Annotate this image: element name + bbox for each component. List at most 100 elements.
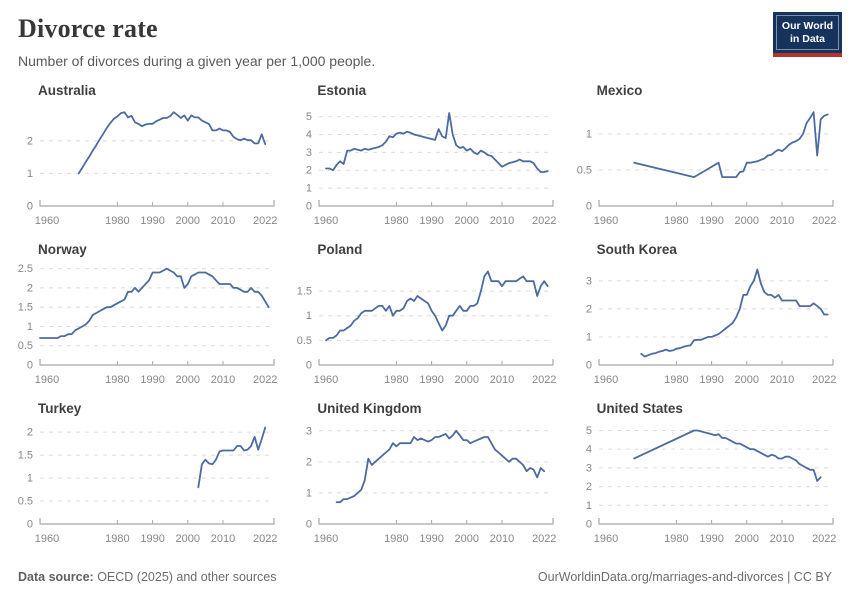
svg-text:1960: 1960 (314, 374, 338, 386)
svg-text:2000: 2000 (176, 533, 200, 545)
line-chart-united-kingdom: 0 1 2 3 1960 1980 1990 2000 2010 2022 (306, 425, 557, 545)
facet-united-kingdom: United Kingdom 0 1 2 3 1960 1980 1990 2000 2010 2… (291, 402, 562, 551)
svg-text:1980: 1980 (105, 374, 129, 386)
svg-text:2000: 2000 (734, 533, 758, 545)
svg-text:2: 2 (586, 303, 592, 315)
svg-text:1960: 1960 (314, 533, 338, 545)
svg-text:1980: 1980 (664, 374, 688, 386)
svg-text:1960: 1960 (314, 215, 338, 227)
svg-text:0: 0 (27, 360, 33, 372)
svg-text:2010: 2010 (211, 533, 235, 545)
svg-text:4: 4 (586, 444, 592, 456)
citation-link[interactable]: OurWorldinData.org/marriages-and-divorce… (537, 570, 832, 584)
line-chart-australia: 0 1 2 1960 1980 1990 2000 2010 2022 (27, 111, 277, 227)
svg-text:1990: 1990 (699, 533, 723, 545)
data-source-text: OECD (2025) and other sources (93, 570, 277, 584)
line-chart-turkey: 0 0.5 1 1.5 2 1960 1980 1990 2000 2010 2022 (18, 427, 278, 545)
svg-text:1960: 1960 (35, 374, 59, 386)
svg-text:1: 1 (306, 183, 312, 195)
svg-text:0: 0 (27, 519, 33, 531)
svg-text:2: 2 (306, 165, 312, 177)
svg-text:1990: 1990 (140, 215, 164, 227)
svg-text:1.5: 1.5 (297, 286, 312, 298)
line-chart-mexico: 0 0.5 1 1960 1980 1990 2000 2010 2022 (576, 111, 836, 227)
facet-title: Norway (38, 242, 87, 257)
svg-text:2010: 2010 (211, 215, 235, 227)
data-source-note: Data source: OECD (2025) and other sourc… (18, 570, 276, 584)
svg-text:2022: 2022 (812, 215, 836, 227)
line-chart-estonia: 0 1 2 3 4 5 1960 1980 1990 2000 2010 2022 (306, 111, 557, 227)
svg-text:5: 5 (586, 425, 592, 437)
svg-text:1: 1 (27, 473, 33, 485)
svg-text:1990: 1990 (420, 374, 444, 386)
svg-text:1980: 1980 (664, 215, 688, 227)
svg-text:1: 1 (586, 331, 592, 343)
svg-text:0: 0 (27, 201, 33, 213)
owid-logo[interactable]: Our World in Data (773, 12, 842, 57)
svg-text:2022: 2022 (812, 533, 836, 545)
line-chart-poland: 0 0.5 1 1.5 1960 1980 1990 2000 2010 2022 (297, 270, 557, 386)
svg-text:2010: 2010 (769, 533, 793, 545)
facet-united-states: United States 0 1 2 3 4 5 1960 1980 1990 2000 2010… (571, 402, 842, 551)
svg-text:1960: 1960 (593, 533, 617, 545)
line-chart-united-states: 0 1 2 3 4 5 1960 1980 1990 2000 2010 2022 (586, 425, 837, 545)
facet-title: Turkey (38, 401, 82, 416)
svg-text:2000: 2000 (734, 374, 758, 386)
chart-footer: Data source: OECD (2025) and other sourc… (18, 570, 832, 584)
svg-text:2022: 2022 (812, 374, 836, 386)
svg-text:0: 0 (586, 519, 592, 531)
svg-text:0: 0 (306, 360, 312, 372)
svg-text:1: 1 (586, 500, 592, 512)
facet-title: Poland (317, 242, 363, 257)
svg-text:1980: 1980 (384, 533, 408, 545)
svg-text:1990: 1990 (420, 533, 444, 545)
facet-poland: Poland 0 0.5 1 1.5 1960 1980 1990 2000 2010 2022 (291, 243, 562, 392)
facet-title: Australia (38, 83, 96, 98)
svg-text:2: 2 (27, 282, 33, 294)
svg-text:1990: 1990 (699, 215, 723, 227)
facet-title: United States (596, 401, 683, 416)
svg-text:1990: 1990 (140, 374, 164, 386)
line-chart-norway: 0 0.5 1 1.5 2 2.5 1960 1980 1990 2000 2010 2022 (18, 263, 278, 386)
svg-text:2022: 2022 (253, 215, 277, 227)
svg-text:2022: 2022 (253, 533, 277, 545)
page-title: Divorce rate (18, 14, 158, 43)
svg-text:1980: 1980 (384, 215, 408, 227)
facet-turkey: Turkey 0 0.5 1 1.5 2 1960 1980 1990 2000 2010 2022 (12, 402, 283, 551)
svg-text:1: 1 (306, 310, 312, 322)
line-chart-south-korea: 0 1 2 3 1960 1980 1990 2000 2010 2022 (586, 268, 836, 386)
svg-text:3: 3 (586, 462, 592, 474)
svg-text:2000: 2000 (176, 215, 200, 227)
svg-text:2010: 2010 (490, 533, 514, 545)
svg-text:0.5: 0.5 (18, 340, 33, 352)
svg-text:0.5: 0.5 (297, 335, 312, 347)
svg-text:2022: 2022 (532, 533, 556, 545)
svg-text:2022: 2022 (532, 374, 556, 386)
charts-grid: Australia 0 1 2 1960 1980 1990 2000 2010 2022 Es… (12, 84, 842, 551)
facet-mexico: Mexico 0 0.5 1 1960 1980 1990 2000 2010 2022 (571, 84, 842, 233)
facet-australia: Australia 0 1 2 1960 1980 1990 2000 2010 2022 (12, 84, 283, 233)
svg-text:2010: 2010 (490, 374, 514, 386)
svg-text:1960: 1960 (35, 215, 59, 227)
svg-text:0: 0 (586, 360, 592, 372)
svg-text:1960: 1960 (593, 215, 617, 227)
svg-text:1980: 1980 (664, 533, 688, 545)
svg-text:2022: 2022 (253, 374, 277, 386)
svg-text:4: 4 (306, 129, 312, 141)
svg-text:2000: 2000 (455, 215, 479, 227)
svg-text:2010: 2010 (490, 215, 514, 227)
facet-norway: Norway 0 0.5 1 1.5 2 2.5 1960 1980 1990 2000 2010 2… (12, 243, 283, 392)
svg-text:2.5: 2.5 (18, 263, 33, 275)
chart-header: Divorce rate Number of divorces during a… (18, 14, 760, 69)
svg-text:1980: 1980 (384, 374, 408, 386)
svg-text:2: 2 (306, 456, 312, 468)
svg-text:0.5: 0.5 (18, 496, 33, 508)
owid-logo-red-bar (773, 53, 842, 57)
svg-text:2010: 2010 (211, 374, 235, 386)
facet-title: United Kingdom (317, 401, 422, 416)
svg-text:2010: 2010 (769, 374, 793, 386)
svg-text:1: 1 (306, 487, 312, 499)
svg-text:1960: 1960 (35, 533, 59, 545)
svg-text:2: 2 (27, 135, 33, 147)
